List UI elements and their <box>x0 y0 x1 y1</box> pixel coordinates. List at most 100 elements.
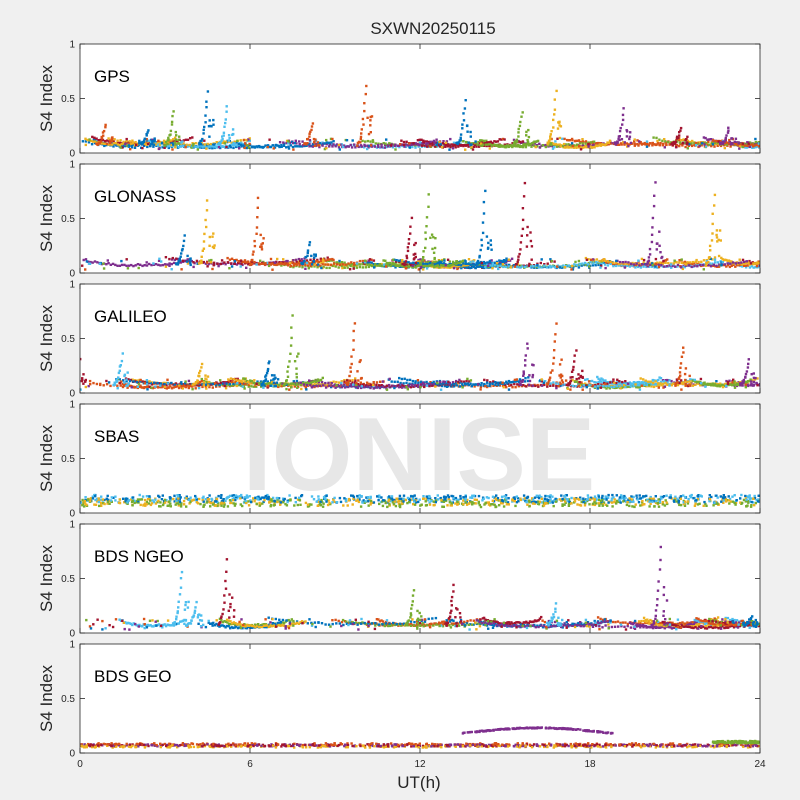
s4-point <box>642 381 645 384</box>
s4-point <box>93 260 97 263</box>
s4-point <box>327 381 330 385</box>
s4-point <box>674 144 678 147</box>
s4-point <box>750 384 753 387</box>
s4-point <box>475 265 479 268</box>
s4-point <box>660 256 663 260</box>
s4-point <box>250 261 254 264</box>
s4-point <box>711 262 714 265</box>
s4-point <box>184 382 187 385</box>
s4-point <box>467 258 471 261</box>
s4-point <box>430 142 434 145</box>
s4-point <box>439 388 443 391</box>
s4-point <box>184 380 187 383</box>
s4-point <box>298 381 301 385</box>
s4-point <box>197 382 200 385</box>
s4-point <box>145 261 148 264</box>
s4-point <box>533 142 536 145</box>
s4-point <box>231 128 235 131</box>
s4-point <box>694 144 698 147</box>
s4-point <box>561 381 565 384</box>
s4-point <box>186 262 190 265</box>
s4-point <box>544 145 547 149</box>
s4-point <box>715 236 719 239</box>
s4-point <box>661 262 664 265</box>
chart-title: SXWN20250115 <box>370 19 495 38</box>
s4-point <box>88 262 92 265</box>
s4-point <box>477 265 480 268</box>
s4-point <box>685 263 688 266</box>
s4-point <box>508 384 511 387</box>
s4-point <box>280 264 283 267</box>
s4-point <box>494 381 497 384</box>
s4-point <box>206 265 209 268</box>
s4-point <box>383 265 386 268</box>
s4-point <box>316 379 319 382</box>
s4-point <box>559 384 562 387</box>
s4-point <box>340 261 344 264</box>
s4-point <box>141 386 144 389</box>
s4-point <box>758 384 760 387</box>
s4-point <box>380 145 383 149</box>
s4-point <box>98 262 102 265</box>
s4-point <box>681 382 685 385</box>
s4-point <box>673 259 676 262</box>
s4-point <box>203 125 206 129</box>
s4-point <box>525 134 528 137</box>
s4-point <box>755 143 758 147</box>
s4-point <box>591 497 595 500</box>
s4-point <box>686 135 689 138</box>
s4-point <box>267 382 270 385</box>
s4-point <box>86 138 89 142</box>
s4-point <box>205 381 208 384</box>
s4-point <box>402 265 406 268</box>
s4-point <box>569 381 572 384</box>
s4-point <box>148 262 151 266</box>
s4-point <box>202 240 206 243</box>
s4-point <box>356 386 359 390</box>
s4-point <box>391 146 395 149</box>
s4-point <box>420 138 423 141</box>
s4-point <box>443 264 446 267</box>
s4-point <box>389 144 393 147</box>
s4-point <box>645 145 649 148</box>
s4-point <box>550 130 553 133</box>
s4-point <box>499 264 502 267</box>
s4-point <box>650 240 654 244</box>
s4-point <box>174 130 177 134</box>
s4-point <box>723 141 726 145</box>
s4-point <box>405 140 408 143</box>
s4-point <box>235 263 239 266</box>
s4-point <box>691 260 695 264</box>
s4-point <box>159 382 163 385</box>
s4-point <box>681 142 684 145</box>
s4-point <box>550 143 553 147</box>
s4-point <box>264 375 267 378</box>
s4-point <box>102 267 106 270</box>
s4-point <box>301 382 304 385</box>
s4-point <box>605 387 608 390</box>
s4-point <box>338 148 341 151</box>
s4-point <box>210 258 213 262</box>
s4-point <box>718 143 722 146</box>
s4-point <box>282 258 285 261</box>
s4-point <box>489 140 492 143</box>
s4-point <box>209 145 213 148</box>
s4-point <box>585 258 589 261</box>
s4-point <box>200 255 203 258</box>
s4-point <box>394 266 397 269</box>
s4-point <box>750 382 753 386</box>
s4-point <box>411 264 414 267</box>
s4-point <box>301 144 305 147</box>
s4-point <box>686 380 689 383</box>
s4-point <box>349 366 352 369</box>
s4-point <box>363 109 366 113</box>
s4-point <box>558 143 561 146</box>
s4-point <box>586 263 590 266</box>
s4-point <box>104 123 107 127</box>
s4-point <box>271 384 274 388</box>
s4-point <box>417 258 420 262</box>
s4-point <box>247 146 251 149</box>
s4-point <box>142 386 146 390</box>
s4-point <box>684 367 688 370</box>
s4-point <box>259 259 262 262</box>
